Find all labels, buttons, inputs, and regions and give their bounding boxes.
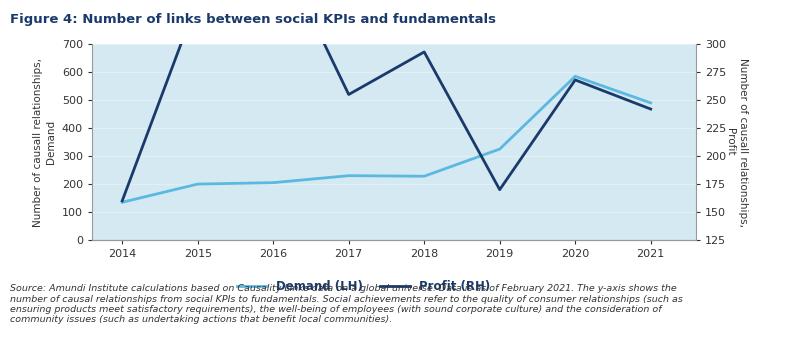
Y-axis label: Number of causall relationships,
Profit: Number of causall relationships, Profit: [726, 58, 749, 227]
Text: Source: Amundi Institute calculations based on Causality Links data on a global : Source: Amundi Institute calculations ba…: [10, 284, 682, 324]
Text: Figure 4: Number of links between social KPIs and fundamentals: Figure 4: Number of links between social…: [10, 13, 496, 26]
Y-axis label: Number of causall relationships,
Demand: Number of causall relationships, Demand: [33, 58, 56, 227]
Legend: Demand (LH), Profit (RH): Demand (LH), Profit (RH): [232, 275, 495, 298]
